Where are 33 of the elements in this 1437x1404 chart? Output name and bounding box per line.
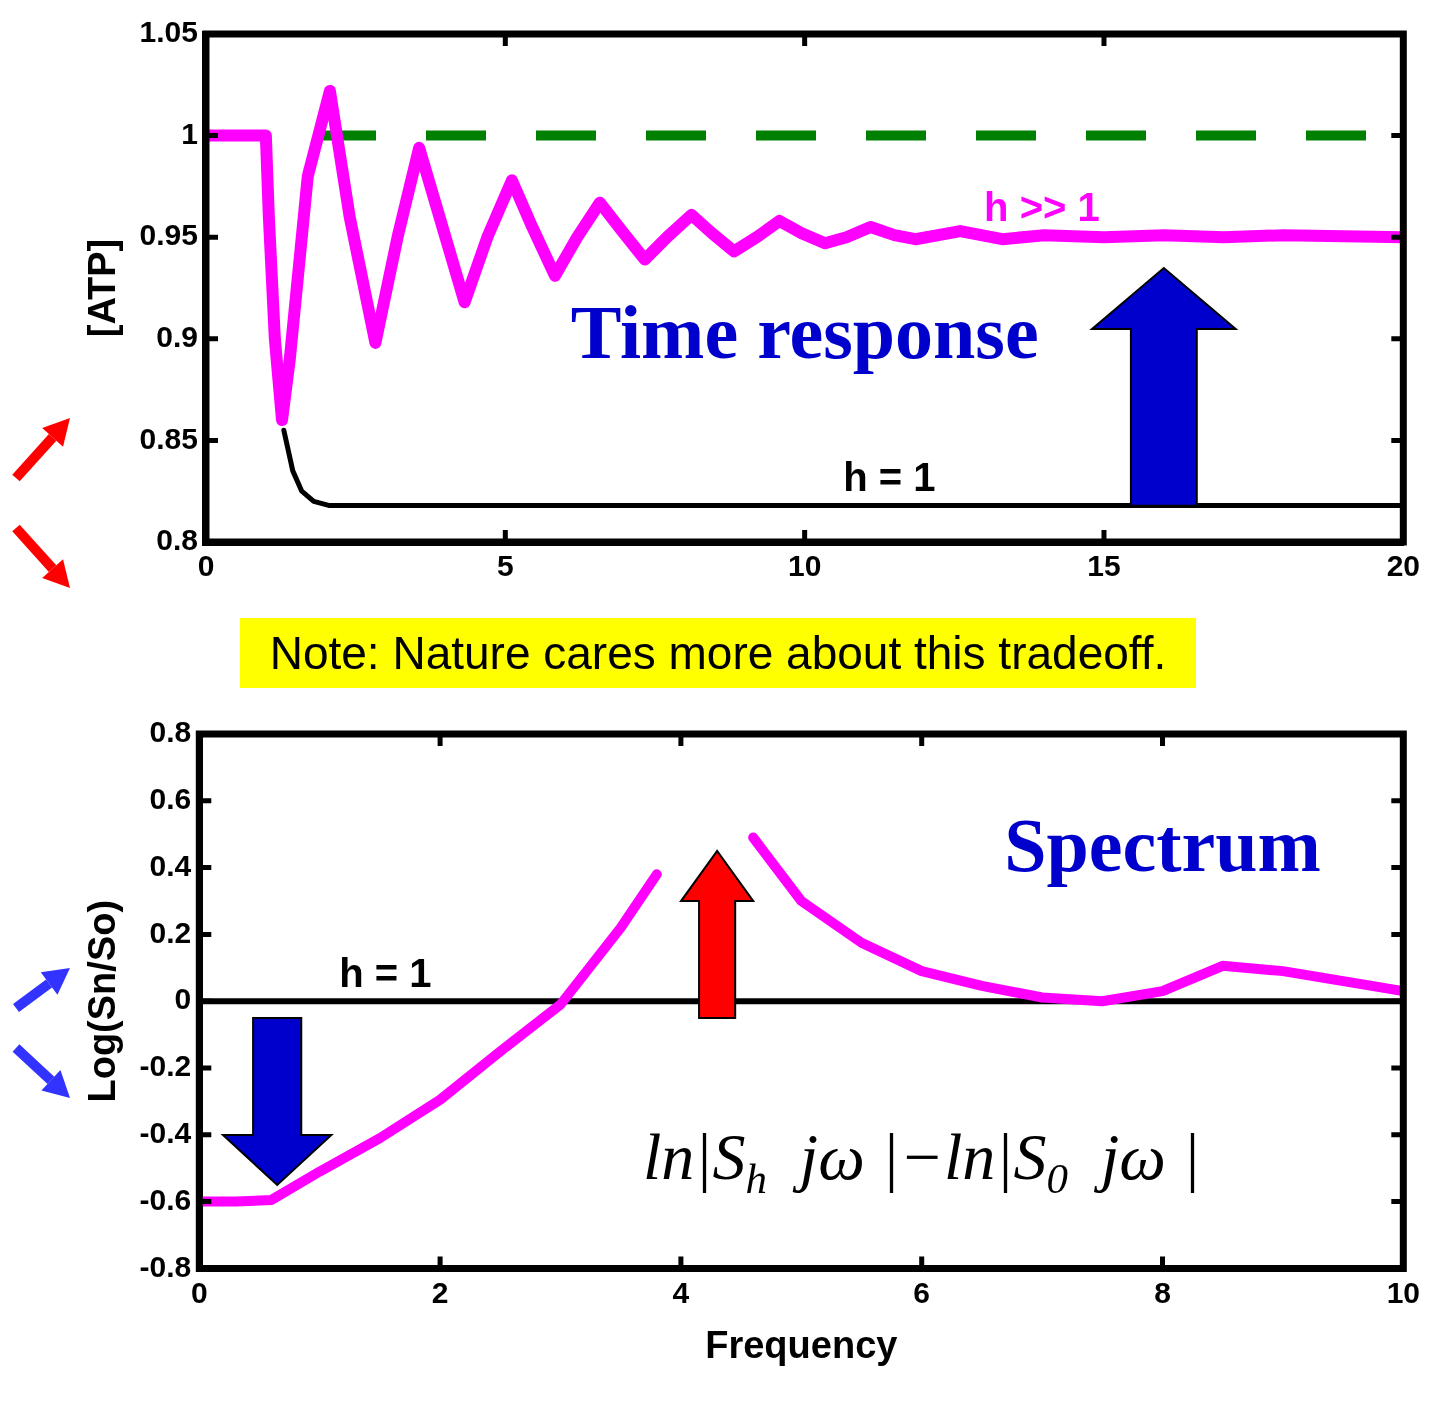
series-label: h = 1 bbox=[339, 951, 432, 996]
y-tick-label: 0.8 bbox=[149, 715, 192, 749]
y-tick-label: 1.05 bbox=[139, 15, 198, 49]
y-tick-label: 1 bbox=[181, 116, 198, 150]
y-tick-label: -0.2 bbox=[139, 1049, 192, 1083]
x-tick-label: 10 bbox=[1386, 1275, 1420, 1309]
y-tick-label: 0.9 bbox=[156, 320, 198, 354]
y-tick-label: 0.2 bbox=[149, 915, 192, 949]
x-tick-label: 15 bbox=[1087, 549, 1121, 583]
x-tick-label: 6 bbox=[913, 1275, 931, 1309]
text: Note: Nature cares more about this tradeoff. bbox=[239, 618, 1197, 688]
y-tick-label: -0.4 bbox=[139, 1116, 192, 1150]
x-tick-label: 20 bbox=[1386, 549, 1420, 583]
y-tick-label: 0.8 bbox=[156, 523, 198, 557]
annotation: Spectrum bbox=[1004, 803, 1321, 888]
x-tick-label: 2 bbox=[431, 1275, 449, 1309]
y-tick-label: 0.85 bbox=[139, 421, 198, 455]
x-tick-label: 4 bbox=[672, 1275, 690, 1309]
series-label: h >> 1 bbox=[984, 185, 1100, 230]
y-tick-label: 0.6 bbox=[149, 782, 192, 816]
series-label: h = 1 bbox=[843, 455, 936, 500]
y-tick-label: -0.8 bbox=[139, 1249, 192, 1283]
y-axis-title: Log(Sn/So) bbox=[81, 899, 124, 1103]
x-axis-title: Frequency bbox=[705, 1323, 898, 1366]
y-tick-label: 0.95 bbox=[139, 218, 198, 252]
y-tick-label: -0.6 bbox=[139, 1182, 192, 1216]
y-axis-title: [ATP] bbox=[81, 238, 124, 338]
y-tick-label: 0 bbox=[174, 982, 192, 1016]
annotation: Time response bbox=[570, 290, 1039, 375]
x-tick-label: 5 bbox=[496, 549, 514, 583]
x-tick-label: 10 bbox=[787, 549, 822, 583]
y-tick-label: 0.4 bbox=[149, 848, 192, 882]
x-tick-label: 8 bbox=[1154, 1275, 1171, 1309]
